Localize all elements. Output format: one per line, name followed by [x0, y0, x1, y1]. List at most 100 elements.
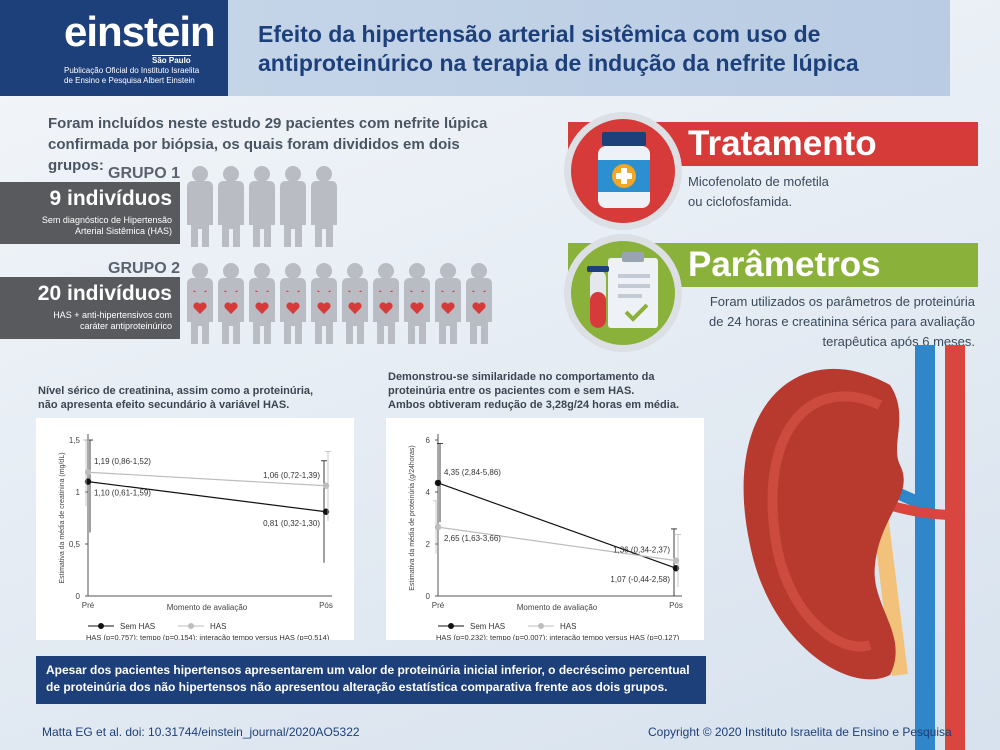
- y-tick-label: 0,5: [69, 540, 81, 549]
- legend-marker-has: [538, 623, 544, 629]
- heart-icon: [317, 302, 331, 314]
- proteinuria-chart-panel: 0 2 4 6 Pré Pós Momento de avaliação Estimativa…: [386, 418, 704, 642]
- group1-label: GRUPO 1: [108, 165, 181, 182]
- data-label: 1,10 (0,61-1,59): [94, 489, 151, 498]
- series-line-1: [437, 526, 677, 562]
- group1-desc-line2: Arterial Sistêmica (HAS): [74, 226, 172, 236]
- heart-icon: [348, 302, 362, 314]
- person-icon: [466, 277, 492, 344]
- data-point: [84, 478, 92, 485]
- logo-pub-line1: Publicação Oficial do Instituto Israelit…: [64, 66, 200, 75]
- legend-label-has: HAS: [560, 622, 576, 631]
- heart-icon: [255, 302, 269, 314]
- group2-desc: HAS + anti-hipertensivos com caráter ant…: [0, 306, 180, 332]
- person-icon: [435, 277, 461, 344]
- heart-icon: [379, 302, 393, 314]
- chart1-caption: Nível sérico de creatinina, assim como a…: [38, 384, 313, 412]
- parameters-text: Foram utilizados os parâmetros de protei…: [690, 292, 975, 352]
- treatment-text-line2: ou ciclofosfamida.: [688, 194, 793, 209]
- data-point: [672, 557, 680, 564]
- group2-count: 20 indivíduos: [37, 282, 172, 305]
- heart-icon: [193, 302, 207, 314]
- legend-label-sem-has: Sem HAS: [120, 622, 155, 631]
- y-tick-label: 2: [426, 540, 431, 549]
- data-label: 1,19 (0,86-1,52): [94, 457, 151, 466]
- person-icon: [187, 277, 213, 344]
- person-icon: [249, 277, 275, 344]
- group2-desc-line1: HAS + anti-hipertensivos com: [53, 310, 172, 320]
- y-tick-label: 4: [426, 488, 431, 497]
- data-point: [434, 523, 442, 531]
- stats-text: HAS (p=0,232); tempo (p=0,007); interaçã…: [436, 633, 680, 640]
- group2-label: GRUPO 2: [108, 260, 181, 277]
- person-icon: [373, 277, 399, 344]
- proteinuria-chart: 0 2 4 6 Pré Pós Momento de avaliação Estimativa…: [409, 434, 683, 642]
- x-axis-label: Momento de avaliação: [167, 603, 248, 612]
- parameters-text-line2: de 24 horas e creatinina sérica para ava…: [709, 314, 975, 329]
- group1-box: 9 indivíduos Sem diagnóstico de Hiperten…: [0, 182, 180, 244]
- legend-marker-sem-has: [98, 623, 104, 629]
- person-icon: [249, 180, 275, 247]
- data-point: [322, 508, 330, 515]
- y-axis-label: Estimativa da média de creatinina (mg/dL…: [59, 452, 66, 583]
- y-tick-label: 1,5: [69, 436, 81, 445]
- group1-desc-line1: Sem diagnóstico de Hipertensão: [41, 215, 172, 225]
- heart-icon: [286, 302, 300, 314]
- heart-icon: [410, 302, 424, 314]
- x-tick-label: Pós: [669, 601, 683, 610]
- einstein-logo: einstein São Paulo Publicação Oficial do…: [0, 0, 228, 96]
- group1-people-icons: [187, 166, 337, 247]
- header-banner: einstein São Paulo Publicação Oficial do…: [0, 0, 950, 96]
- data-label: 2,65 (1,63-3,66): [444, 534, 501, 543]
- chart2-caption-line1: Demonstrou-se similaridade no comportame…: [388, 371, 655, 383]
- intro-text: Foram incluídos neste estudo 29 paciente…: [48, 115, 488, 174]
- y-tick-label: 0: [426, 592, 431, 601]
- series-line-0: [87, 481, 327, 513]
- group1-desc: Sem diagnóstico de Hipertensão Arterial …: [0, 211, 180, 237]
- footer-citation: Matta EG et al. doi: 10.31744/einstein_j…: [42, 725, 360, 739]
- data-label: 1,36 (0,34-2,37): [613, 546, 670, 555]
- x-tick-label: Pós: [319, 601, 333, 610]
- chart1-caption-line2: não apresenta efeito secundário à variáv…: [38, 399, 290, 411]
- heart-icon: [472, 302, 486, 314]
- treatment-text: Micofenolato de mofetila ou ciclofosfami…: [688, 172, 829, 212]
- x-tick-label: Pré: [432, 601, 445, 610]
- legend-marker-has: [188, 623, 194, 629]
- chart2-caption: Demonstrou-se similaridade no comportame…: [388, 370, 679, 412]
- x-axis-label: Momento de avaliação: [517, 603, 598, 612]
- chart2-caption-line3: Ambos obtiveram redução de 3,28g/24 hora…: [388, 399, 679, 411]
- data-label: 0,81 (0,32-1,30): [263, 519, 320, 528]
- series-line-0: [437, 482, 677, 569]
- y-tick-label: 6: [426, 436, 431, 445]
- conclusion-box: Apesar dos pacientes hipertensos apresen…: [36, 656, 706, 704]
- heart-icon: [224, 302, 238, 314]
- person-icon: [280, 277, 306, 344]
- creatinine-chart-panel: 0 0,5 1 1,5 Pré Pós Momento de avaliação Estima…: [36, 418, 354, 642]
- series-line-1: [87, 471, 327, 487]
- person-icon: [218, 180, 244, 247]
- logo-pub-line2: de Ensino e Pesquisa Albert Einstein: [64, 76, 195, 85]
- legend-label-sem-has: Sem HAS: [470, 622, 505, 631]
- treatment-text-line1: Micofenolato de mofetila: [688, 174, 829, 189]
- person-icon: [342, 277, 368, 344]
- group1-count: 9 indivíduos: [49, 187, 172, 210]
- page-title: Efeito da hipertensão arterial sistêmica…: [258, 21, 859, 76]
- logo-word: einstein: [64, 8, 216, 55]
- y-tick-label: 1: [76, 488, 81, 497]
- parameters-text-line3: terapêutica após 6 meses.: [822, 334, 975, 349]
- treatment-title: Tratamento: [688, 124, 877, 163]
- data-point: [434, 479, 442, 487]
- creatinine-chart: 0 0,5 1 1,5 Pré Pós Momento de avaliação Estima…: [59, 434, 333, 642]
- data-point: [322, 482, 330, 489]
- data-label: 4,35 (2,84-5,86): [444, 468, 501, 477]
- data-label: 1,07 (-0,44-2,58): [610, 575, 670, 584]
- y-tick-label: 0: [76, 592, 81, 601]
- stats-text: HAS (p=0,757); tempo (p=0,154); interaçã…: [86, 633, 330, 640]
- heart-icon: [441, 302, 455, 314]
- kidney-illustration: [743, 345, 965, 750]
- person-icon: [218, 277, 244, 344]
- x-tick-label: Pré: [82, 601, 95, 610]
- y-axis-label: Estimativa da média de proteinúria (g/24…: [409, 445, 416, 591]
- parameters-title: Parâmetros: [688, 245, 881, 284]
- logo-city: São Paulo: [152, 55, 191, 65]
